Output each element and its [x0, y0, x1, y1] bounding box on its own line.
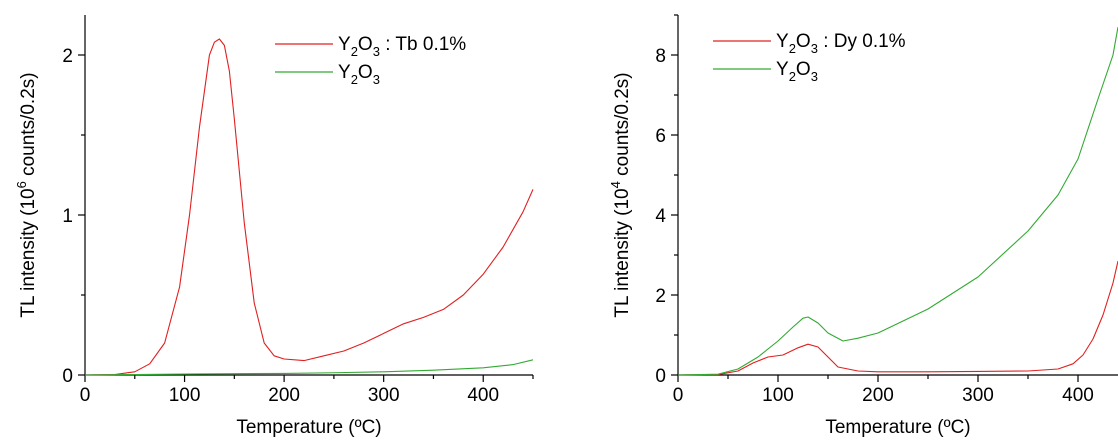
chart-panel-dy: 0 100 200 300 400 0 2 4 6 8 Temperature (ºC) TL int…: [608, 14, 1118, 438]
legend-label: Y2O3 : Tb 0.1%: [338, 34, 466, 59]
x-tick-label: 0: [80, 385, 91, 406]
legend-label: Y2O3: [338, 62, 380, 87]
y-tick-label: 1: [62, 206, 73, 227]
y-tick-label: 6: [655, 126, 666, 147]
y-tick-label: 8: [655, 46, 666, 67]
x-axis-title: Temperature (ºC): [236, 417, 381, 438]
x-tick-label: 300: [368, 385, 400, 406]
y-axis-title: TL intensity (104 counts/0.2s): [608, 72, 633, 317]
y-tick-label: 4: [655, 206, 666, 227]
series-line-0: [84, 38, 534, 376]
series-line-1: [84, 359, 534, 376]
y-tick-label: 0: [62, 366, 73, 387]
x-tick-label: 400: [1062, 385, 1094, 406]
x-tick-label: 100: [762, 385, 794, 406]
y-tick-label: 2: [62, 46, 73, 67]
x-tick-label: 0: [673, 385, 684, 406]
series-line-0: [677, 260, 1118, 376]
y-tick-label: 0: [655, 366, 666, 387]
x-tick-label: 300: [962, 385, 994, 406]
x-tick-label: 100: [169, 385, 201, 406]
legend-label: Y2O3: [776, 59, 818, 84]
series-line-1: [677, 26, 1118, 376]
y-tick-label: 2: [655, 286, 666, 307]
chart-panel-tb: 0 100 200 300 400 0 1 2 Temperature (ºC) TL inten…: [14, 15, 534, 438]
x-tick-label: 200: [268, 385, 300, 406]
x-tick-label: 200: [862, 385, 894, 406]
x-axis-title: Temperature (ºC): [825, 417, 970, 438]
y-axis-title: TL intensity (106 counts/0.2s): [14, 72, 39, 317]
legend-label: Y2O3 : Dy 0.1%: [776, 31, 906, 56]
x-tick-label: 400: [467, 385, 499, 406]
